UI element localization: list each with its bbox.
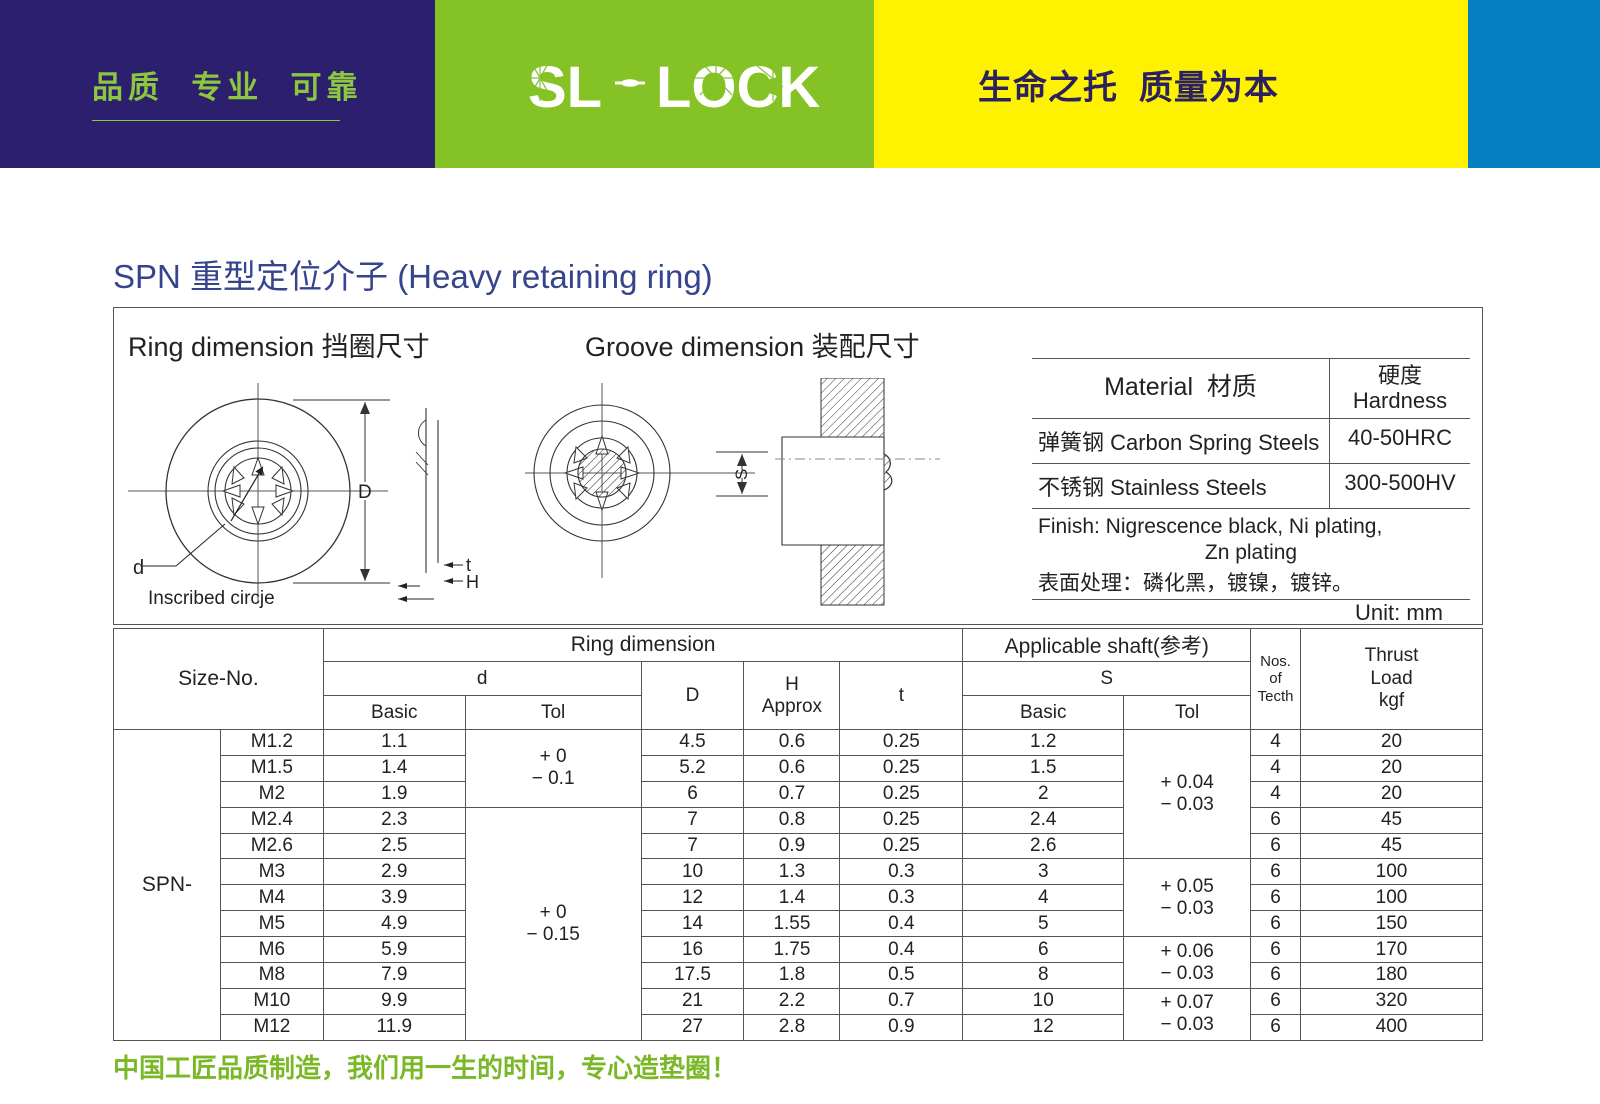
svg-text:D: D [358,482,372,503]
svg-text:d: d [133,557,144,579]
svg-text:Inscribed circje: Inscribed circje [148,588,275,608]
svg-text:H: H [466,572,479,592]
svg-text:S: S [732,469,751,480]
